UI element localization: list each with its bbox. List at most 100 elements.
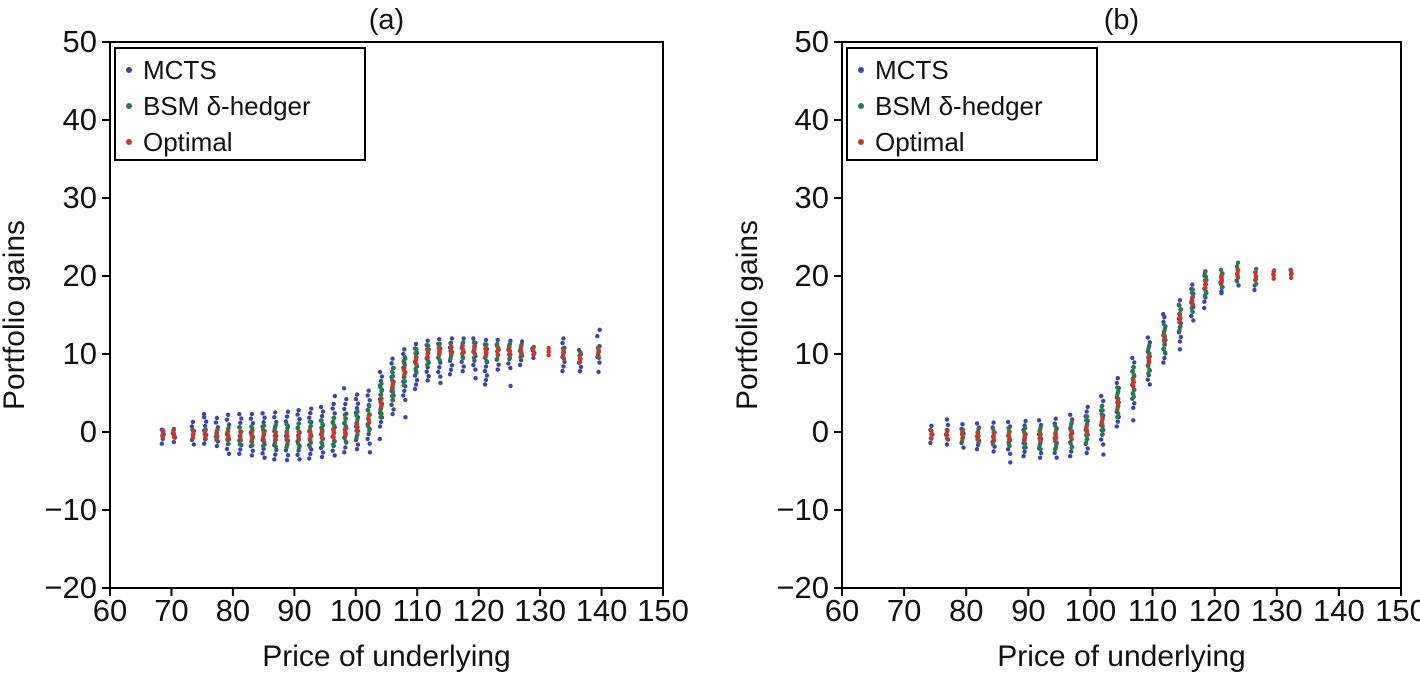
mcts-point	[1202, 299, 1207, 304]
mcts-point	[506, 361, 511, 366]
bsm-point	[342, 412, 347, 417]
mcts-point	[974, 447, 980, 452]
mcts-point	[308, 451, 313, 457]
optimal-point	[390, 386, 395, 391]
y-tick-label: 10	[795, 336, 829, 371]
mcts-point	[330, 406, 335, 411]
mcts-point	[318, 404, 324, 410]
optimal-point	[273, 433, 278, 439]
x-tick-label: 110	[1128, 593, 1177, 628]
optimal-point	[577, 353, 583, 358]
mcts-point	[1037, 455, 1043, 460]
mcts-point	[484, 373, 490, 378]
bsm-point	[390, 373, 396, 379]
bsm-point	[343, 416, 348, 421]
mcts-point	[171, 439, 177, 445]
mcts-point	[1177, 339, 1183, 344]
mcts-point	[319, 454, 325, 460]
x-axis-label: Price of underlying	[997, 640, 1245, 673]
mcts-point	[414, 377, 420, 383]
mcts-point	[1145, 377, 1150, 382]
optimal-point	[171, 427, 177, 433]
panel-title: (a)	[369, 4, 404, 36]
bsm-point	[413, 366, 418, 371]
optimal-point	[437, 352, 442, 357]
bsm-point	[414, 347, 419, 352]
mcts-point	[366, 431, 371, 437]
mcts-point	[204, 419, 209, 424]
mcts-point	[1191, 318, 1196, 323]
optimal-point	[596, 353, 601, 359]
bsm-point	[332, 415, 337, 421]
optimal-point	[960, 429, 965, 434]
optimal-point	[366, 417, 371, 422]
bsm-point	[1116, 411, 1121, 416]
bsm-point	[1178, 307, 1183, 312]
optimal-point	[472, 347, 477, 352]
optimal-point	[1146, 360, 1151, 366]
x-tick-label: 100	[1065, 593, 1117, 628]
bsm-point	[1219, 285, 1225, 290]
x-tick-label: 150	[1375, 593, 1420, 628]
bsm-point	[495, 356, 500, 361]
panel-b: 60 70 80 90 100 110 120 130 140 150 −20 −10 0 10 20 30 4…	[710, 0, 1420, 681]
mcts-point	[367, 398, 372, 403]
mcts-point	[226, 422, 232, 427]
optimal-point	[1131, 377, 1136, 382]
optimal-point	[1115, 404, 1120, 409]
bsm-point	[296, 421, 302, 426]
mcts-point	[239, 416, 244, 421]
bsm-point	[1131, 365, 1136, 370]
optimal-point	[1162, 336, 1167, 341]
bsm-point	[390, 389, 396, 395]
mcts-point	[344, 397, 349, 402]
mcts-point	[260, 411, 265, 416]
bsm-point	[285, 425, 290, 431]
mcts-point	[1068, 454, 1073, 459]
x-tick-label: 70	[887, 593, 921, 628]
bsm-point	[307, 419, 312, 425]
mcts-point	[1054, 455, 1059, 460]
optimal-point	[343, 433, 348, 438]
mcts-point	[377, 436, 382, 442]
bsm-point	[342, 420, 347, 425]
axis-ticks: 60 70 80 90 100 110 120 130 140 150 −20 −10 0 10 20 30 4…	[776, 24, 1420, 628]
optimal-point	[472, 350, 477, 355]
mcts-point	[560, 340, 565, 346]
x-tick-label: 120	[1189, 593, 1241, 628]
x-tick-label: 140	[576, 593, 628, 628]
optimal-point	[546, 349, 551, 354]
mcts-point	[1132, 401, 1137, 406]
bsm-point	[296, 445, 302, 450]
mcts-point	[355, 401, 361, 406]
optimal-point	[225, 432, 231, 438]
mcts-point	[1021, 454, 1026, 459]
bsm-point	[1116, 389, 1121, 394]
mcts-point	[331, 401, 336, 407]
mcts-point	[273, 452, 278, 457]
optimal-point	[1190, 298, 1195, 304]
mcts-point	[1202, 305, 1207, 311]
optimal-point	[1177, 312, 1183, 317]
optimal-point	[495, 348, 500, 354]
optimal-point	[944, 436, 950, 441]
optimal-point	[319, 432, 325, 437]
bsm-point	[976, 440, 981, 446]
mcts-point	[367, 441, 372, 446]
mcts-point	[343, 401, 348, 407]
mcts-point	[473, 367, 478, 372]
optimal-point	[546, 345, 551, 351]
optimal-point	[495, 345, 500, 350]
mcts-point	[308, 410, 313, 416]
optimal-point	[1053, 430, 1058, 435]
mcts-point	[284, 457, 290, 463]
bsm-point	[1099, 404, 1104, 409]
mcts-point	[354, 406, 360, 411]
optimal-point	[319, 435, 325, 441]
optimal-point	[402, 372, 407, 377]
mcts-point	[459, 359, 464, 364]
bsm-point	[1147, 367, 1152, 372]
optimal-point	[577, 356, 583, 361]
optimal-point	[1100, 414, 1105, 419]
optimal-point	[437, 348, 442, 354]
